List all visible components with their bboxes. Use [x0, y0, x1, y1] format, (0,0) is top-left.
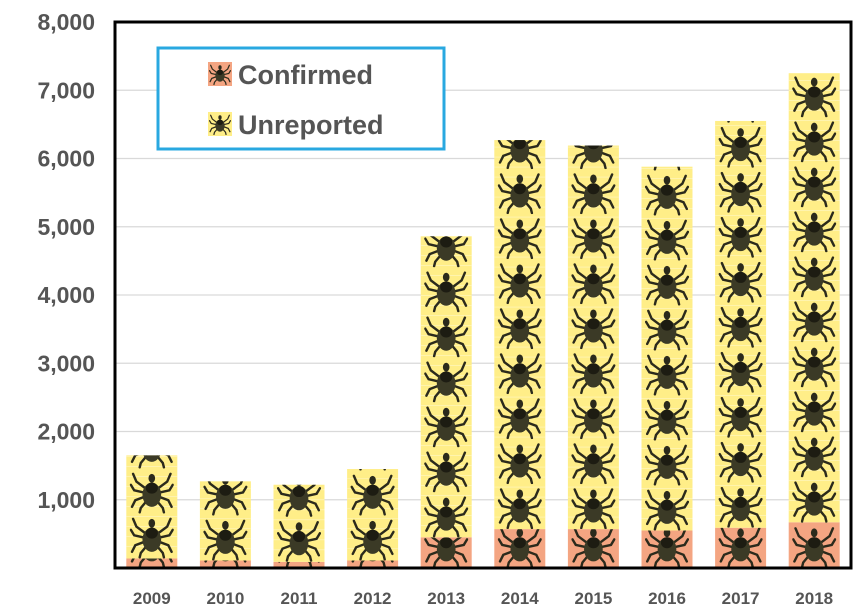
bar-2015: [567, 145, 619, 568]
tick-icon-pattern: [715, 120, 767, 528]
bar-2014: [494, 140, 546, 568]
x-tick-label: 2017: [722, 589, 760, 608]
x-axis-ticks: 2009 2010 2011 2012 2013 2014 2015 2016 2017 2018: [133, 589, 833, 608]
tick-icon-pattern: [126, 455, 178, 559]
tick-icon-pattern: [273, 432, 325, 562]
tick-icon-pattern: [494, 140, 546, 530]
bar-2009: [126, 455, 178, 568]
x-tick-label: 2018: [795, 589, 833, 608]
bar-2018: [788, 33, 840, 568]
x-tick-label: 2016: [648, 589, 686, 608]
bar-2010: [199, 431, 251, 568]
x-tick-label: 2013: [427, 589, 465, 608]
bar-segment-confirmed: [126, 558, 178, 568]
legend-item-confirmed: Confirmed: [208, 60, 373, 90]
y-tick-label: 4,000: [37, 282, 95, 308]
y-tick-label: 8,000: [37, 9, 95, 35]
tick-icon: [278, 432, 320, 471]
x-tick-label: 2010: [206, 589, 244, 608]
bar-2013: [420, 183, 472, 568]
bar-2012: [347, 469, 399, 568]
tick-icon-pattern: [199, 431, 251, 561]
bar-2016: [641, 166, 693, 568]
y-tick-label: 3,000: [37, 350, 95, 376]
tick-icon: [793, 33, 835, 72]
x-tick-label: 2011: [281, 589, 318, 608]
y-tick-label: 6,000: [37, 146, 95, 172]
x-tick-label: 2015: [574, 589, 612, 608]
tick-icon-pattern: [641, 166, 693, 531]
y-tick-label: 7,000: [37, 77, 95, 103]
legend-box: [156, 46, 446, 151]
legend-label: Confirmed: [238, 60, 373, 90]
bars: [126, 33, 840, 568]
bar-segment-confirmed: [199, 560, 251, 568]
bar-2017: [715, 120, 767, 568]
bar-segment-confirmed: [273, 561, 325, 568]
tick-icon-pattern: [788, 33, 840, 523]
legend: Confirmed Unreported: [156, 46, 446, 151]
plot-frame: [113, 20, 853, 570]
tick-icon: [718, 120, 763, 123]
legend-item-unreported: Unreported: [208, 110, 384, 140]
tick-icon: [425, 183, 467, 222]
tick-icon: [645, 166, 689, 171]
y-axis-ticks: 1,000 2,000 3,000 4,000 5,000 6,000 7,000 8,000: [37, 9, 95, 513]
tick-icon: [350, 469, 395, 471]
tick-icon-pattern: [567, 145, 619, 530]
y-tick-label: 2,000: [37, 419, 95, 445]
tick-icon-pattern: [347, 469, 399, 561]
legend-label: Unreported: [238, 110, 384, 140]
x-tick-label: 2009: [133, 589, 171, 608]
bar-segment-confirmed: [347, 560, 399, 568]
tick-icon: [205, 431, 247, 470]
x-tick-label: 2014: [501, 589, 539, 608]
x-tick-label: 2012: [354, 589, 392, 608]
y-tick-label: 1,000: [37, 487, 95, 513]
tick-icon-pattern: [420, 183, 472, 538]
bar-2011: [273, 432, 325, 568]
y-tick-label: 5,000: [37, 214, 95, 240]
